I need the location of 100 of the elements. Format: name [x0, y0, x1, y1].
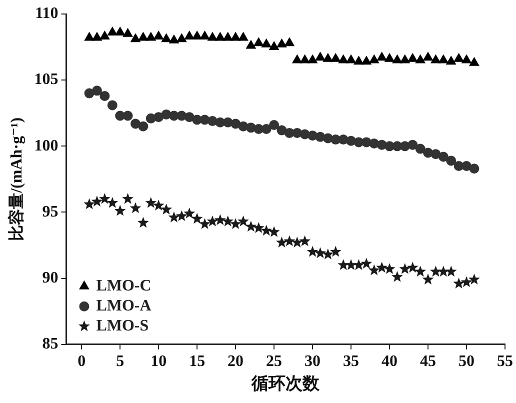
- point: [261, 124, 272, 134]
- point: [92, 32, 102, 41]
- x-tick-label: 45: [420, 353, 436, 370]
- point: [200, 30, 210, 40]
- point: [106, 196, 118, 208]
- x-tick-label: 40: [382, 353, 398, 370]
- y-tick-label: 105: [34, 71, 58, 88]
- y-tick-label: 95: [42, 203, 58, 220]
- point: [161, 34, 172, 42]
- point: [84, 32, 94, 41]
- point: [322, 248, 334, 260]
- point: [169, 34, 179, 44]
- point: [138, 32, 148, 41]
- point: [415, 144, 426, 154]
- point: [346, 54, 356, 64]
- point: [230, 218, 242, 229]
- point: [338, 54, 348, 64]
- point: [245, 220, 257, 232]
- point: [268, 226, 280, 237]
- point: [269, 42, 279, 50]
- point: [184, 208, 196, 218]
- point: [377, 52, 387, 61]
- point: [462, 54, 472, 64]
- point: [368, 264, 380, 276]
- point: [453, 278, 465, 288]
- point: [430, 266, 442, 277]
- point: [122, 193, 134, 204]
- point: [306, 246, 318, 257]
- point: [460, 276, 472, 288]
- point: [292, 54, 302, 64]
- point: [114, 204, 126, 216]
- point: [446, 56, 456, 65]
- point: [276, 38, 287, 48]
- point: [192, 30, 202, 40]
- point: [108, 27, 118, 36]
- point: [469, 57, 480, 66]
- point: [438, 266, 450, 277]
- point: [160, 204, 172, 214]
- point: [330, 53, 340, 62]
- x-tick-label: 5: [116, 353, 124, 370]
- point: [276, 236, 288, 248]
- point: [353, 259, 364, 270]
- point: [430, 149, 441, 160]
- point: [291, 236, 303, 248]
- x-tick-label: 50: [458, 353, 475, 370]
- point: [308, 54, 318, 64]
- point: [369, 54, 379, 64]
- point: [130, 34, 140, 42]
- point: [323, 53, 333, 62]
- legend-label: LMO-C: [96, 278, 152, 295]
- point: [84, 88, 94, 98]
- point: [430, 54, 441, 64]
- point: [146, 32, 156, 41]
- point: [168, 212, 180, 222]
- x-tick-label: 15: [189, 353, 206, 370]
- point: [137, 216, 149, 228]
- point: [422, 274, 434, 284]
- y-tick-label: 110: [35, 5, 58, 22]
- point: [176, 210, 188, 222]
- point: [445, 266, 457, 277]
- point: [107, 100, 118, 110]
- x-tick-label: 20: [228, 353, 244, 370]
- point: [314, 247, 326, 258]
- point: [154, 30, 164, 40]
- x-tick-label: 25: [266, 353, 282, 370]
- y-tick-label: 100: [34, 137, 58, 154]
- point: [462, 160, 472, 171]
- point: [214, 214, 226, 226]
- point: [145, 196, 157, 208]
- x-axis-title: 循环次数: [250, 374, 321, 394]
- point: [230, 32, 240, 41]
- point: [408, 53, 418, 62]
- point: [469, 164, 480, 174]
- point: [91, 196, 103, 207]
- point: [423, 52, 433, 61]
- point: [406, 262, 418, 273]
- point: [446, 156, 456, 166]
- point: [98, 193, 110, 204]
- point: [260, 224, 272, 236]
- point: [92, 86, 102, 96]
- point: [384, 263, 396, 274]
- point: [84, 198, 95, 210]
- y-tick-label: 85: [42, 336, 58, 353]
- point: [408, 140, 418, 150]
- point: [399, 263, 411, 274]
- x-tick-label: 35: [343, 353, 360, 370]
- point: [438, 54, 448, 64]
- point: [468, 274, 480, 284]
- x-tick-label: 30: [304, 353, 321, 370]
- y-tick-label: 90: [42, 269, 58, 286]
- point: [130, 118, 140, 129]
- point: [392, 271, 403, 282]
- point: [222, 215, 234, 226]
- y-axis-title: 比容量/(mAh·g⁻¹): [6, 117, 26, 241]
- point: [362, 56, 372, 65]
- point: [152, 200, 164, 210]
- point: [300, 54, 310, 64]
- point: [130, 202, 142, 214]
- point: [100, 90, 110, 101]
- point: [454, 53, 464, 62]
